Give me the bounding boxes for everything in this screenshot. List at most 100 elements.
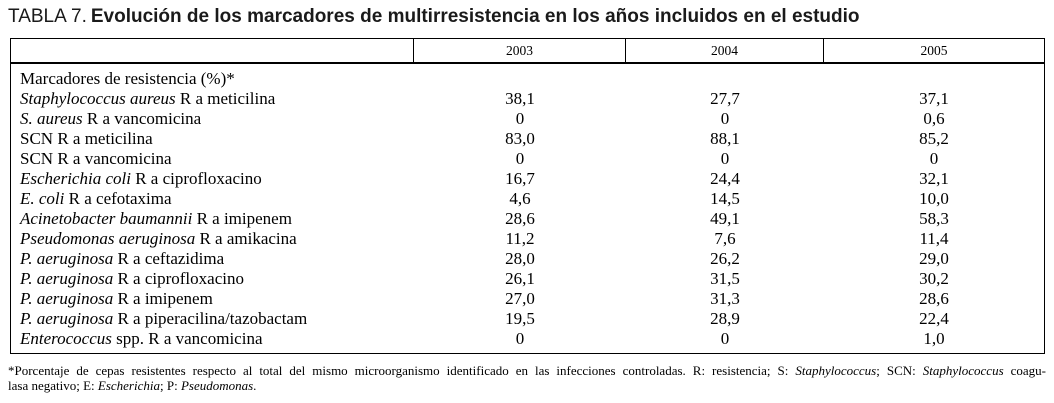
value-cell-2005: 58,3 <box>919 209 949 228</box>
value-cell-2005: 0,6 <box>923 109 945 128</box>
organism-name: Enterococcus <box>20 329 112 348</box>
value-cell-2004: 26,2 <box>710 249 740 268</box>
footnote-line-2: lasa negativo; E: Escherichia; P: Pseudo… <box>8 377 1046 394</box>
table-header-row: 2003 2004 2005 <box>11 39 1044 64</box>
table-caption-text: Evolución de los marcadores de multirres… <box>90 6 860 27</box>
table-row: Marcadores de resistencia (%)* <box>11 69 1044 89</box>
row-label: P. aeruginosa R a ceftazidima <box>11 249 414 269</box>
value-cell-2005: 1,0 <box>923 329 945 348</box>
row-label: Escherichia coli R a ciprofloxacino <box>11 169 414 189</box>
organism-name: S. aureus <box>20 109 83 128</box>
row-label: P. aeruginosa R a piperacilina/tazobacta… <box>11 309 414 329</box>
text-segment: coagu- <box>1003 363 1047 378</box>
value-cell-2003: 11,2 <box>505 229 535 248</box>
text-segment: R a meticilina <box>175 89 276 108</box>
text-segment: R a piperacilina/tazobactam <box>113 309 308 328</box>
value-cell-2003: 28,0 <box>505 249 535 268</box>
text-segment: ; SCN: <box>876 363 923 378</box>
text-segment: R a ceftazidima <box>113 249 225 268</box>
data-table: 2003 2004 2005 Marcadores de resistencia… <box>10 38 1045 354</box>
value-cell-2004: 24,4 <box>710 169 740 188</box>
table-row: Enterococcus spp. R a vancomicina 0 0 1,0 <box>11 329 1044 349</box>
value-cell-2005: 37,1 <box>919 89 949 108</box>
value-cell-2005: 11,4 <box>919 229 949 248</box>
text-segment: spp. R a vancomicina <box>111 329 263 348</box>
value-cell-2004: 7,6 <box>714 229 736 248</box>
value-cell-2003: 0 <box>515 149 525 168</box>
value-cell-2004 <box>626 69 824 89</box>
table-row: Escherichia coli R a ciprofloxacino 16,7 2… <box>11 169 1044 189</box>
value-cell-2004: 0 <box>720 329 730 348</box>
organism-name: Acinetobacter baumannii <box>20 209 193 228</box>
text-segment: R a amikacina <box>195 229 297 248</box>
text-segment: ; P: <box>159 377 181 393</box>
table-row: E. coli R a cefotaxima 4,6 14,5 10,0 <box>11 189 1044 209</box>
row-label: Acinetobacter baumannii R a imipenem <box>11 209 414 229</box>
value-cell-2003: 83,0 <box>505 129 535 148</box>
organism-name: Staphylococcus <box>922 363 1004 378</box>
organism-name: Escherichia <box>97 377 160 393</box>
row-label: SCN R a meticilina <box>11 129 414 149</box>
value-cell-2003: 4,6 <box>509 189 531 208</box>
footnote-line-1: *Porcentaje de cepas resistentes respect… <box>8 363 1047 379</box>
row-label: P. aeruginosa R a imipenem <box>11 289 414 309</box>
value-cell-2004: 31,5 <box>710 269 740 288</box>
value-cell-2005 <box>824 69 1044 89</box>
text-segment: Marcadores de resistencia (%)* <box>20 69 235 88</box>
text-segment: R a ciprofloxacino <box>130 169 262 188</box>
value-cell-2003: 0 <box>515 109 525 128</box>
row-label: SCN R a vancomicina <box>11 149 414 169</box>
text-segment: R a imipenem <box>113 289 213 308</box>
header-cell-2004: 2004 <box>626 39 824 62</box>
value-cell-2003: 0 <box>515 329 525 348</box>
table-row: P. aeruginosa R a piperacilina/tazobacta… <box>11 309 1044 329</box>
value-cell-2003: 26,1 <box>505 269 535 288</box>
text-segment: *Porcentaje de cepas resistentes respect… <box>8 363 796 378</box>
row-label: S. aureus R a vancomicina <box>11 109 414 129</box>
value-cell-2005: 85,2 <box>919 129 949 148</box>
value-cell-2004: 0 <box>720 149 730 168</box>
value-cell-2004: 28,9 <box>710 309 740 328</box>
organism-name: P. aeruginosa <box>20 269 114 288</box>
organism-name: Escherichia coli <box>20 169 131 188</box>
row-label: P. aeruginosa R a ciprofloxacino <box>11 269 414 289</box>
table-row: Staphylococcus aureus R a meticilina 38,1… <box>11 89 1044 109</box>
text-segment: SCN R a vancomicina <box>20 149 172 168</box>
value-cell-2005: 0 <box>929 149 939 168</box>
table-caption-prefix: TABLA 7. <box>8 6 87 27</box>
row-label: Marcadores de resistencia (%)* <box>11 69 414 89</box>
value-cell-2005: 32,1 <box>919 169 949 188</box>
organism-name: Pseudomonas aeruginosa <box>20 229 196 248</box>
value-cell-2003: 28,6 <box>505 209 535 228</box>
value-cell-2005: 29,0 <box>919 249 949 268</box>
organism-name: Staphylococcus aureus <box>20 89 176 108</box>
table-row: P. aeruginosa R a ceftazidima 28,0 26,2 29,… <box>11 249 1044 269</box>
text-segment: R a cefotaxima <box>64 189 172 208</box>
value-cell-2003 <box>414 69 626 89</box>
organism-name: P. aeruginosa <box>20 249 114 268</box>
header-cell-2003: 2003 <box>414 39 626 62</box>
row-label: Staphylococcus aureus R a meticilina <box>11 89 414 109</box>
organism-name: Pseudomonas <box>180 377 254 393</box>
table-row: Pseudomonas aeruginosa R a amikacina 11,2… <box>11 229 1044 249</box>
footnote: *Porcentaje de cepas resistentes respect… <box>8 363 1047 394</box>
value-cell-2005: 28,6 <box>919 289 949 308</box>
text-segment: . <box>253 377 257 393</box>
value-cell-2003: 38,1 <box>505 89 535 108</box>
text-segment: R a imipenem <box>192 209 292 228</box>
organism-name: P. aeruginosa <box>20 309 114 328</box>
row-label: Pseudomonas aeruginosa R a amikacina <box>11 229 414 249</box>
row-label: Enterococcus spp. R a vancomicina <box>11 329 414 349</box>
organism-name: P. aeruginosa <box>20 289 114 308</box>
text-segment: SCN R a meticilina <box>20 129 153 148</box>
row-label: E. coli R a cefotaxima <box>11 189 414 209</box>
value-cell-2003: 16,7 <box>505 169 535 188</box>
table-row: P. aeruginosa R a ciprofloxacino 26,1 31,5… <box>11 269 1044 289</box>
value-cell-2005: 22,4 <box>919 309 949 328</box>
value-cell-2004: 31,3 <box>710 289 740 308</box>
table-body: Marcadores de resistencia (%)* Staphyloco… <box>11 64 1044 353</box>
table-row: P. aeruginosa R a imipenem 27,0 31,3 28,6 <box>11 289 1044 309</box>
text-segment: lasa negativo; E: <box>8 377 98 393</box>
value-cell-2005: 10,0 <box>919 189 949 208</box>
